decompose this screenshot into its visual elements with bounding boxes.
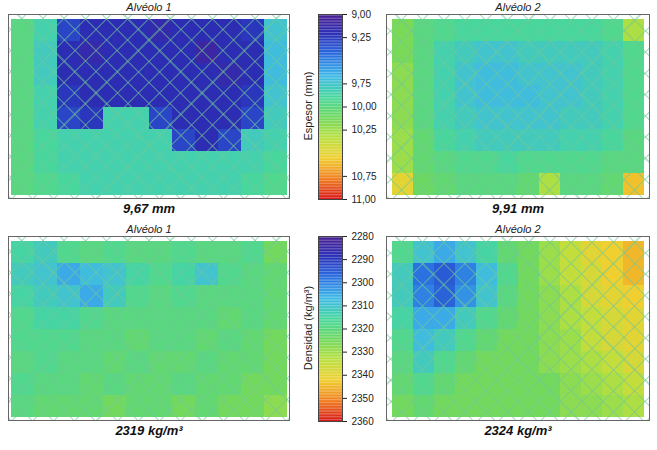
html-text:Alvéolo 1: Alvéolo 1 xyxy=(126,1,172,13)
svg-text:2320: 2320 xyxy=(352,323,375,334)
html-text:Alvéolo 2: Alvéolo 2 xyxy=(495,1,541,13)
html-text:2319 kg/m³: 2319 kg/m³ xyxy=(115,423,183,438)
svg-text:2350: 2350 xyxy=(352,393,375,404)
svg-text:2360: 2360 xyxy=(352,416,375,427)
html-text:2324 kg/m³: 2324 kg/m³ xyxy=(484,423,552,438)
svg-text:11,00: 11,00 xyxy=(352,194,377,205)
svg-text:10,25: 10,25 xyxy=(352,124,377,135)
svg-text:2300: 2300 xyxy=(352,277,375,288)
html-text:9,91 mm: 9,91 mm xyxy=(492,201,544,216)
svg-text:2280: 2280 xyxy=(352,231,375,242)
html-text:9,67 mm: 9,67 mm xyxy=(123,201,175,216)
svg-text:2290: 2290 xyxy=(352,254,375,265)
svg-text:10,00: 10,00 xyxy=(352,101,377,112)
svg-text:9,00: 9,00 xyxy=(352,9,372,20)
html-text:Alvéolo 2: Alvéolo 2 xyxy=(495,223,541,235)
svg-text:9,25: 9,25 xyxy=(352,32,372,43)
svg-text:2330: 2330 xyxy=(352,346,375,357)
html-text:Alvéolo 1: Alvéolo 1 xyxy=(126,223,172,235)
svg-text:10,75: 10,75 xyxy=(352,171,377,182)
svg-text:2310: 2310 xyxy=(352,300,375,311)
html-text:Espesor (mm): Espesor (mm) xyxy=(302,71,314,140)
html-text:Densidad (kg/m³): Densidad (kg/m³) xyxy=(302,285,314,370)
svg-text:2340: 2340 xyxy=(352,369,375,380)
svg-text:9,75: 9,75 xyxy=(352,78,372,89)
